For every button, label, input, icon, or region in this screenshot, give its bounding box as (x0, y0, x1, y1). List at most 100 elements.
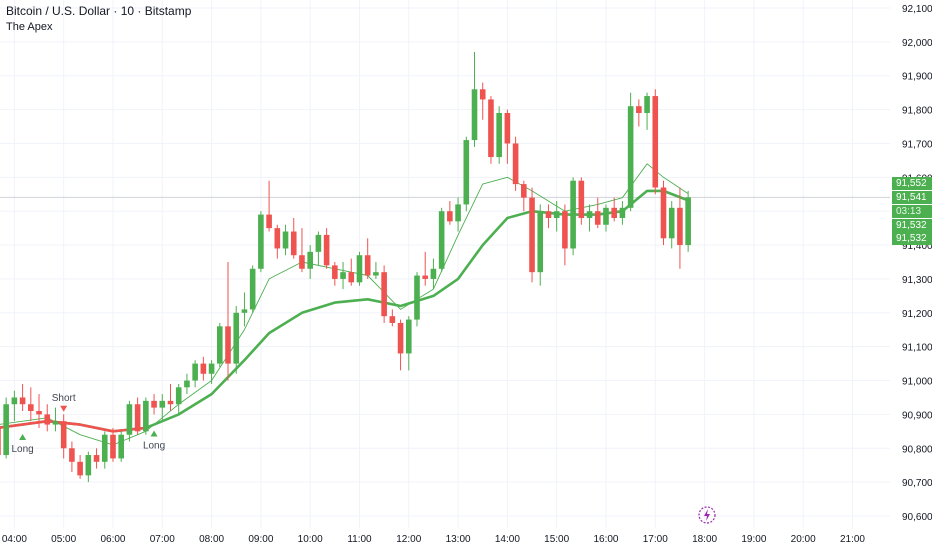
candle-body (447, 211, 453, 222)
bar-countdown: 03:13 (892, 205, 932, 218)
candle-body (28, 404, 34, 412)
candle-body (521, 184, 527, 198)
x-tick-label: 18:00 (692, 534, 717, 545)
candle-body (332, 265, 338, 279)
candle-body (677, 207, 683, 246)
y-tick-label: 91,300 (902, 275, 932, 286)
x-tick-label: 16:00 (593, 534, 618, 545)
candle-body (19, 397, 26, 405)
candle-body (405, 319, 412, 354)
x-tick-label: 14:00 (495, 534, 520, 545)
candle-body (241, 309, 248, 313)
x-tick-label: 20:00 (791, 534, 816, 545)
candle-body (266, 214, 272, 229)
candle-body (143, 400, 149, 432)
y-tick-label: 90,800 (902, 444, 932, 455)
candle-body (381, 272, 387, 317)
symbol-title: Bitcoin / U.S. Dollar · 10 · Bitstamp (6, 4, 191, 18)
candle-body (282, 231, 289, 249)
x-tick-label: 13:00 (446, 534, 471, 545)
long-signal-arrow (150, 430, 158, 437)
y-tick-label: 91,400 (902, 241, 932, 252)
candle-body (488, 99, 494, 158)
x-tick-label: 05:00 (51, 534, 76, 545)
candle-body (36, 411, 42, 415)
ma-price-tag-b: 91,532 (892, 232, 932, 245)
candle-body (85, 455, 92, 476)
candle-body (562, 211, 568, 249)
current-price-tag: 91,541 (892, 191, 932, 204)
short-signal-arrow (60, 405, 68, 412)
candle-body (644, 96, 650, 113)
candle-body (126, 404, 133, 435)
candle-body (397, 322, 404, 354)
candle-body (455, 204, 461, 222)
x-tick-label: 04:00 (2, 534, 27, 545)
candle-body (110, 434, 116, 459)
candle-body (208, 363, 215, 374)
candle-body (430, 268, 437, 279)
candle-body (77, 461, 83, 476)
y-tick-label: 90,600 (902, 512, 932, 523)
candle-body (471, 89, 478, 141)
candle-body (414, 275, 420, 320)
long-signal-label: Long (143, 441, 165, 452)
y-tick-label: 91,200 (902, 309, 932, 320)
candle-body (529, 197, 535, 273)
x-tick-label: 06:00 (100, 534, 125, 545)
candle-body (578, 180, 585, 218)
candle-body (570, 180, 576, 249)
ma-slow-line (0, 189, 689, 433)
candle-body (0, 427, 1, 456)
candle-body (594, 211, 601, 225)
x-tick-label: 21:00 (840, 534, 865, 545)
candle-body (619, 207, 626, 218)
candle-body (307, 251, 313, 269)
candle-body (200, 363, 207, 374)
candle-body (3, 404, 9, 456)
candle-body (93, 455, 100, 462)
indicator-name: The Apex (6, 21, 53, 33)
symbol-title-text: Bitcoin / U.S. Dollar · 10 · Bitstamp (6, 4, 192, 18)
x-tick-label: 11:00 (347, 534, 372, 545)
candle-body (340, 272, 346, 279)
candle-body (668, 207, 675, 239)
candle-body (373, 272, 379, 276)
candle-body (69, 448, 75, 462)
candle-body (422, 275, 429, 279)
candle-body (636, 106, 642, 113)
candle-body (348, 272, 355, 283)
candle-body (537, 211, 544, 273)
x-tick-label: 07:00 (150, 534, 175, 545)
candle-body (356, 255, 363, 283)
y-tick-label: 91,900 (902, 72, 932, 83)
lightning-icon[interactable] (697, 505, 717, 525)
candle-body (11, 397, 18, 405)
ma-fast-line (0, 163, 689, 446)
candle-body (479, 89, 486, 100)
candle-body (249, 268, 256, 310)
x-tick-label: 17:00 (643, 534, 668, 545)
candle-body (274, 228, 281, 249)
candle-body (216, 326, 223, 364)
candle-body (323, 234, 330, 266)
x-tick-label: 08:00 (199, 534, 224, 545)
long-signal-label: Long (11, 444, 33, 455)
candle-body (290, 231, 297, 256)
y-tick-label: 91,100 (902, 343, 932, 354)
ma-slow-line-bearish-segment (0, 419, 146, 433)
candle-body (315, 234, 322, 252)
long-signal-arrow (19, 433, 27, 440)
candle-body (184, 380, 190, 388)
candle-body (463, 140, 470, 205)
candle-body (101, 434, 108, 462)
y-tick-label: 90,700 (902, 478, 932, 489)
y-tick-label: 92,000 (902, 38, 932, 49)
candle-body (299, 255, 305, 269)
candle-body (685, 197, 691, 246)
candle-body (364, 255, 371, 276)
x-tick-label: 15:00 (544, 534, 569, 545)
candle-body (151, 400, 157, 408)
